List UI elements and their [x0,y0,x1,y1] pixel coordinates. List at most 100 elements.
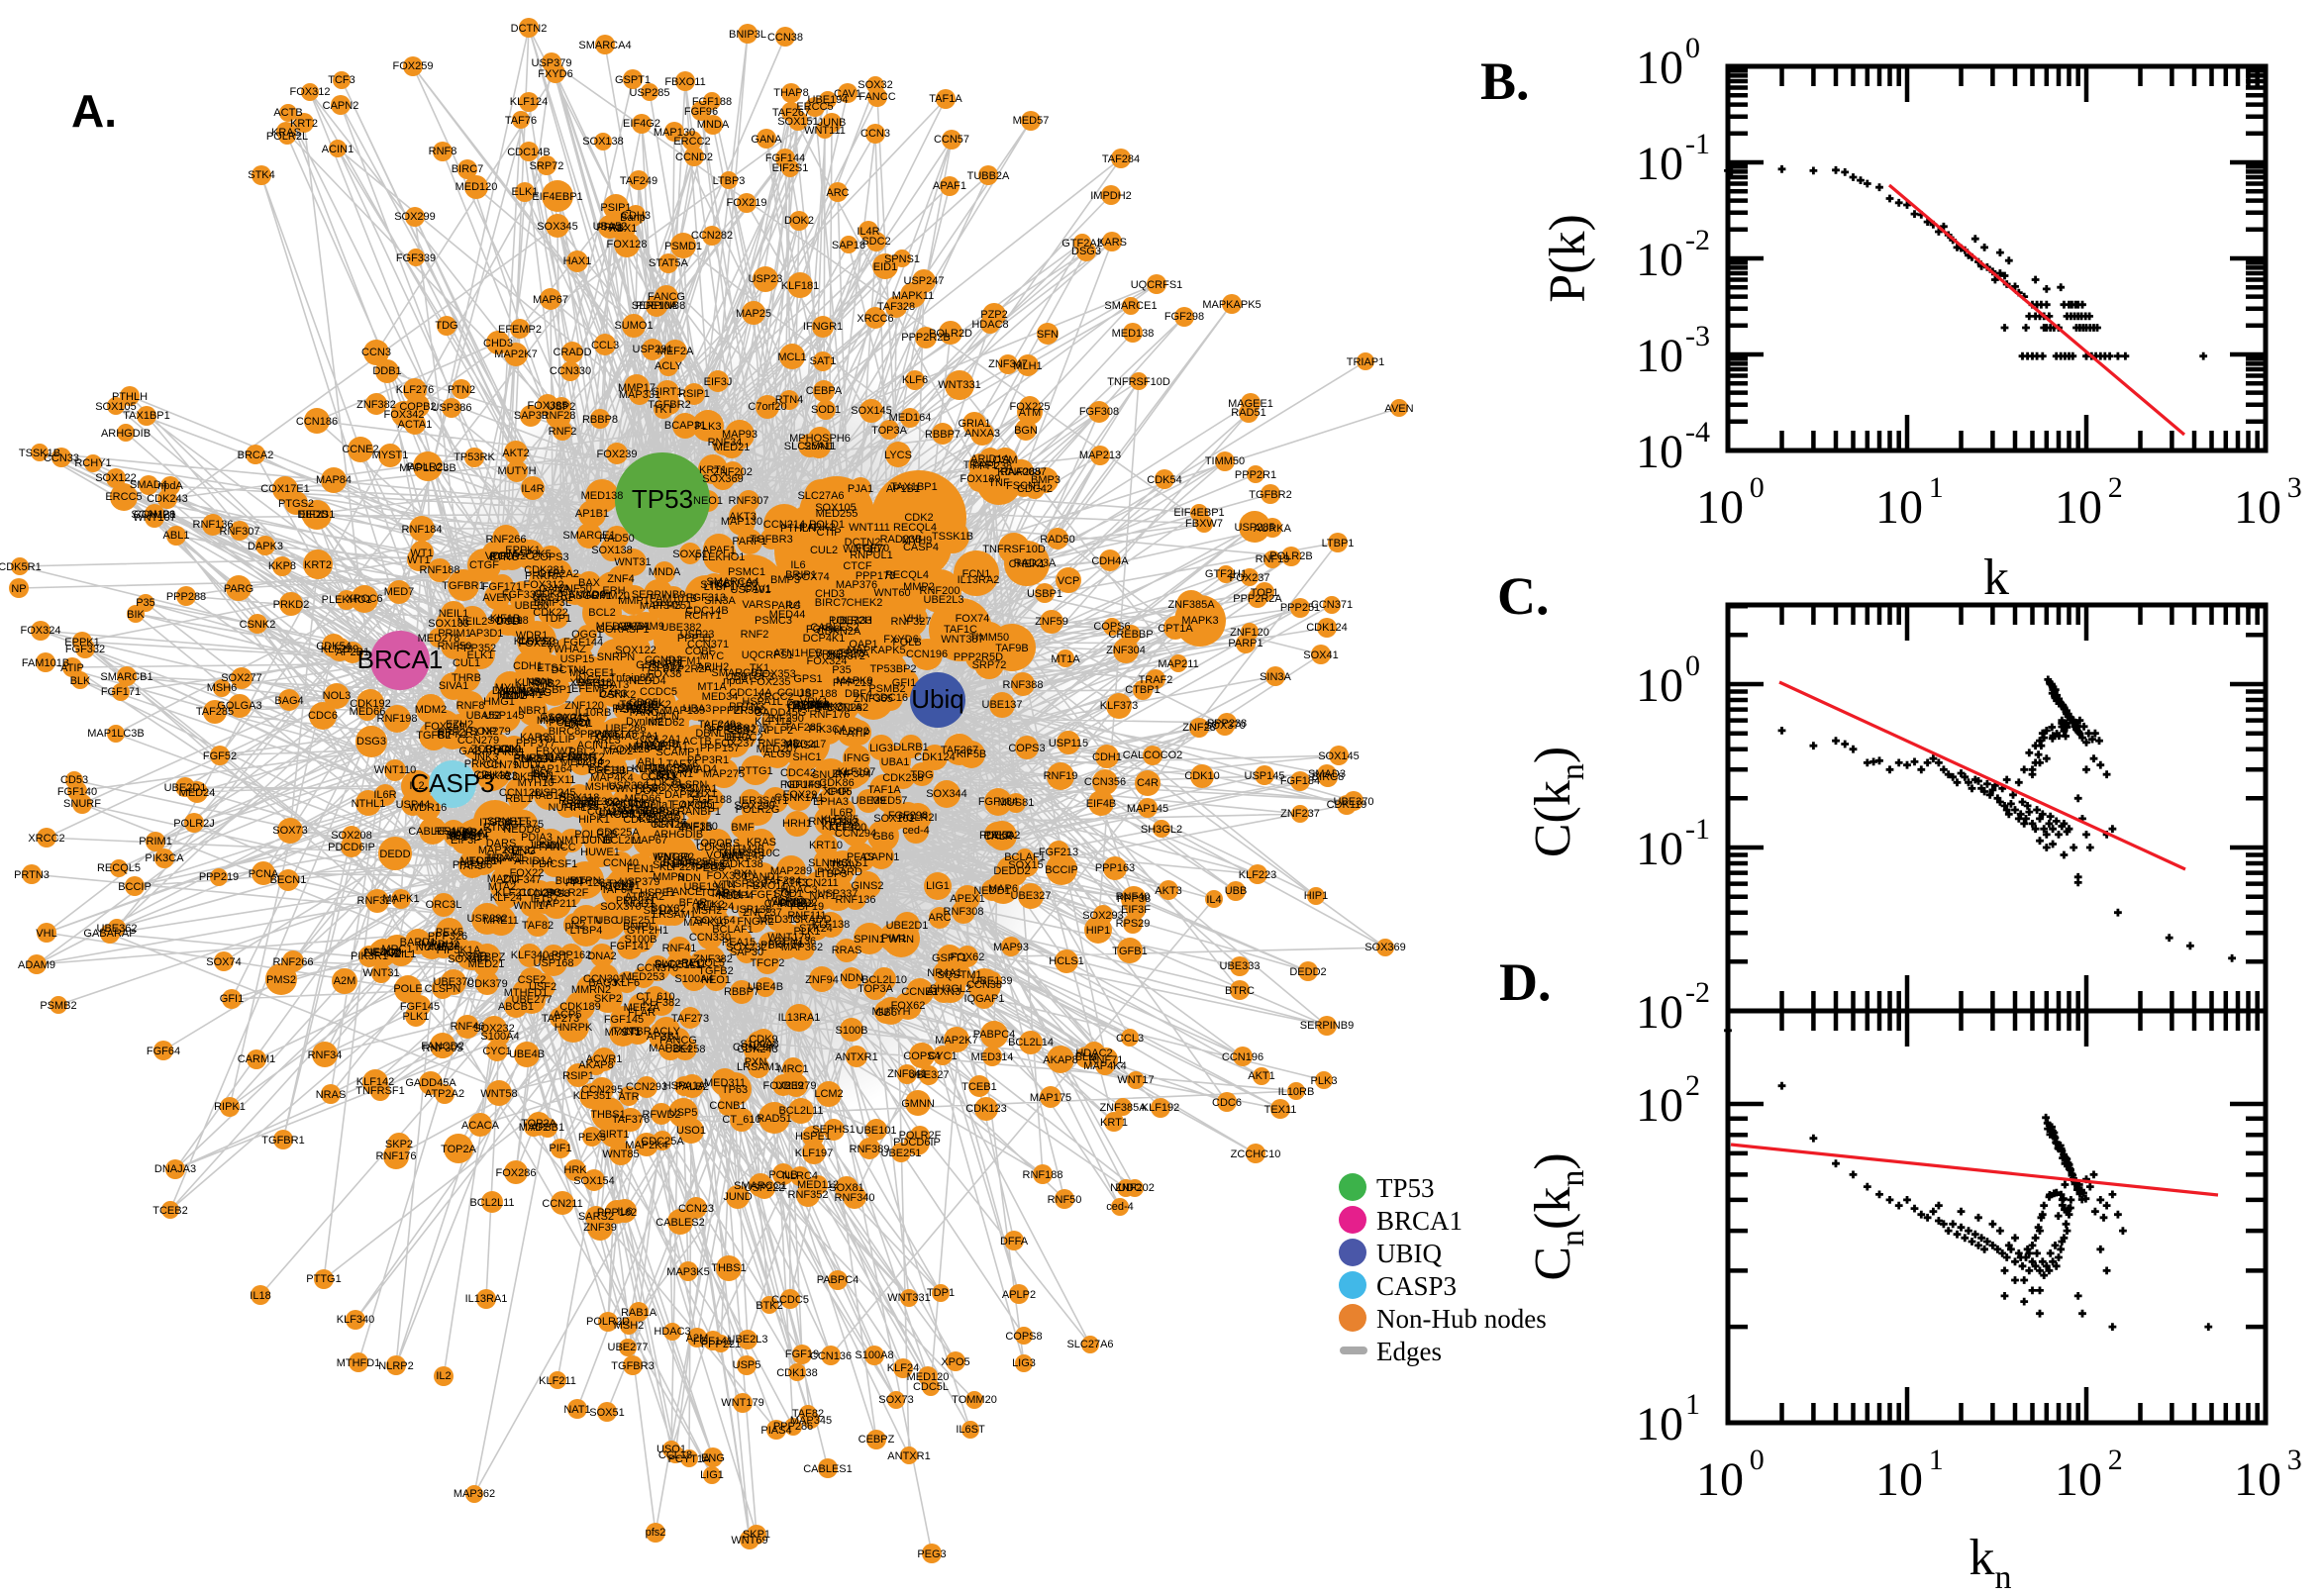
svg-text:GANA: GANA [751,134,782,146]
svg-text:PARG: PARG [224,583,253,595]
svg-text:KLF373: KLF373 [1100,700,1139,712]
svg-text:RSIP1: RSIP1 [562,1070,594,1082]
svg-text:KKP8: KKP8 [268,560,296,572]
svg-text:CDC6: CDC6 [1212,1097,1242,1109]
svg-text:Edges: Edges [1376,1337,1442,1366]
svg-text:FGF171: FGF171 [101,686,141,698]
svg-text:RIPK2: RIPK2 [640,699,671,711]
svg-text:RNF34: RNF34 [308,1049,343,1061]
svg-text:MNDA: MNDA [649,566,681,578]
svg-text:UBE2D1: UBE2D1 [164,782,207,794]
svg-text:TAF1B: TAF1B [679,822,712,834]
svg-text:RNF266: RNF266 [273,956,314,968]
svg-text:POLR2F: POLR2F [899,1130,942,1142]
svg-text:CT_610: CT_610 [722,1114,760,1126]
svg-text:SMARCA4: SMARCA4 [578,40,631,51]
svg-text:PMS2: PMS2 [266,974,296,986]
svg-text:PTN2: PTN2 [448,384,475,396]
svg-text:1: 1 [1685,1388,1700,1421]
svg-text:SOX73: SOX73 [878,1394,913,1406]
svg-text:SOX74: SOX74 [206,956,241,968]
svg-text:WDR16: WDR16 [409,802,448,814]
svg-text:CCN3: CCN3 [860,128,890,140]
svg-text:MED138: MED138 [581,490,624,502]
svg-text:MNDA: MNDA [697,119,730,131]
svg-text:TP63: TP63 [722,1084,748,1096]
svg-text:DSG3: DSG3 [356,736,386,748]
svg-text:PLK1: PLK1 [403,1011,430,1023]
svg-text:PJA1: PJA1 [848,483,873,495]
svg-text:NUDC: NUDC [1110,1182,1142,1194]
svg-text:BRCA1: BRCA1 [1376,1206,1463,1236]
svg-text:SOX369: SOX369 [1364,942,1406,953]
svg-text:FOX128: FOX128 [607,239,648,250]
svg-text:PRTN3: PRTN3 [14,869,50,881]
svg-text:NLRP2: NLRP2 [378,1360,413,1372]
svg-text:ANTXR1: ANTXR1 [835,1051,877,1063]
svg-text:CDK238: CDK238 [882,772,924,784]
svg-text:UBE4B: UBE4B [748,981,783,993]
svg-text:ACTA1: ACTA1 [398,419,433,431]
svg-text:MEF2A: MEF2A [657,346,694,357]
svg-text:WNT387: WNT387 [941,634,983,646]
svg-text:EZH2: EZH2 [446,719,473,731]
svg-text:10: 10 [1636,426,1683,478]
svg-text:AP3D1: AP3D1 [469,628,504,640]
svg-text:CDK5R1: CDK5R1 [0,561,42,573]
svg-text:BIK: BIK [127,609,145,621]
svg-text:GPS1: GPS1 [793,673,822,685]
svg-text:FOX84: FOX84 [590,731,625,743]
svg-text:ATXN3: ATXN3 [927,986,961,998]
svg-text:10: 10 [1636,234,1683,286]
svg-text:LIG1: LIG1 [700,1469,724,1481]
svg-text:CYC1: CYC1 [928,1050,957,1062]
svg-text:GORASP1: GORASP1 [596,624,649,636]
svg-text:CCDC5: CCDC5 [640,686,677,698]
svg-text:SOX353: SOX353 [755,668,796,680]
svg-text:UBE327: UBE327 [909,1069,950,1081]
svg-text:MTPN: MTPN [569,875,600,887]
svg-text:CCN3: CCN3 [361,347,391,358]
svg-text:SERPINB8: SERPINB8 [632,300,685,312]
svg-text:XRCC1: XRCC1 [569,677,606,689]
svg-text:KLF142: KLF142 [356,1076,395,1088]
svg-text:AKT2: AKT2 [502,448,530,459]
svg-text:BRCA2: BRCA2 [238,449,274,461]
svg-text:BMF: BMF [731,822,755,834]
svg-text:Non-Hub nodes: Non-Hub nodes [1376,1304,1547,1334]
svg-text:CDC6: CDC6 [308,710,338,722]
svg-text:FAM101B: FAM101B [22,657,69,669]
svg-text:AKT1: AKT1 [1248,1070,1275,1082]
svg-text:RAD50: RAD50 [1040,534,1074,546]
svg-text:PALB2: PALB2 [675,1081,708,1093]
svg-text:ARIH2: ARIH2 [697,661,729,673]
svg-text:EIF4EBP1: EIF4EBP1 [532,191,582,203]
svg-text:SMARCE1: SMARCE1 [1104,300,1157,312]
svg-text:COPS2: COPS2 [518,636,555,648]
svg-text:UQCRFS1: UQCRFS1 [1131,279,1183,291]
svg-text:RNF2: RNF2 [549,426,577,438]
svg-text:CITED2: CITED2 [778,897,817,909]
svg-text:LTBP1: LTBP1 [1322,538,1355,549]
svg-text:SOX299: SOX299 [394,211,436,223]
svg-text:RNF388: RNF388 [1003,679,1044,691]
svg-text:C(kn): C(kn) [1525,747,1591,857]
svg-text:VRK1: VRK1 [800,696,829,708]
svg-text:MT1A: MT1A [1051,653,1080,665]
svg-text:CALCOCO2: CALCOCO2 [1123,749,1183,761]
svg-text:UBB: UBB [1225,885,1248,897]
svg-text:RNF307: RNF307 [729,495,769,507]
svg-text:ZNF4: ZNF4 [607,573,635,585]
svg-text:MMRN2: MMRN2 [571,984,611,996]
svg-text:UBE137: UBE137 [982,699,1023,711]
svg-text:FANCG: FANCG [659,1035,697,1047]
svg-text:IL10RB: IL10RB [1278,1086,1315,1098]
svg-text:ZNF365: ZNF365 [854,693,893,705]
svg-text:TKT: TKT [654,404,674,416]
svg-text:VCP: VCP [1058,575,1080,587]
svg-text:AURKA: AURKA [1254,523,1292,535]
svg-text:ACIN1: ACIN1 [322,144,354,155]
svg-text:BCL2L10: BCL2L10 [861,974,907,986]
svg-text:HAX1: HAX1 [563,255,592,267]
svg-text:SAP18: SAP18 [832,240,865,251]
